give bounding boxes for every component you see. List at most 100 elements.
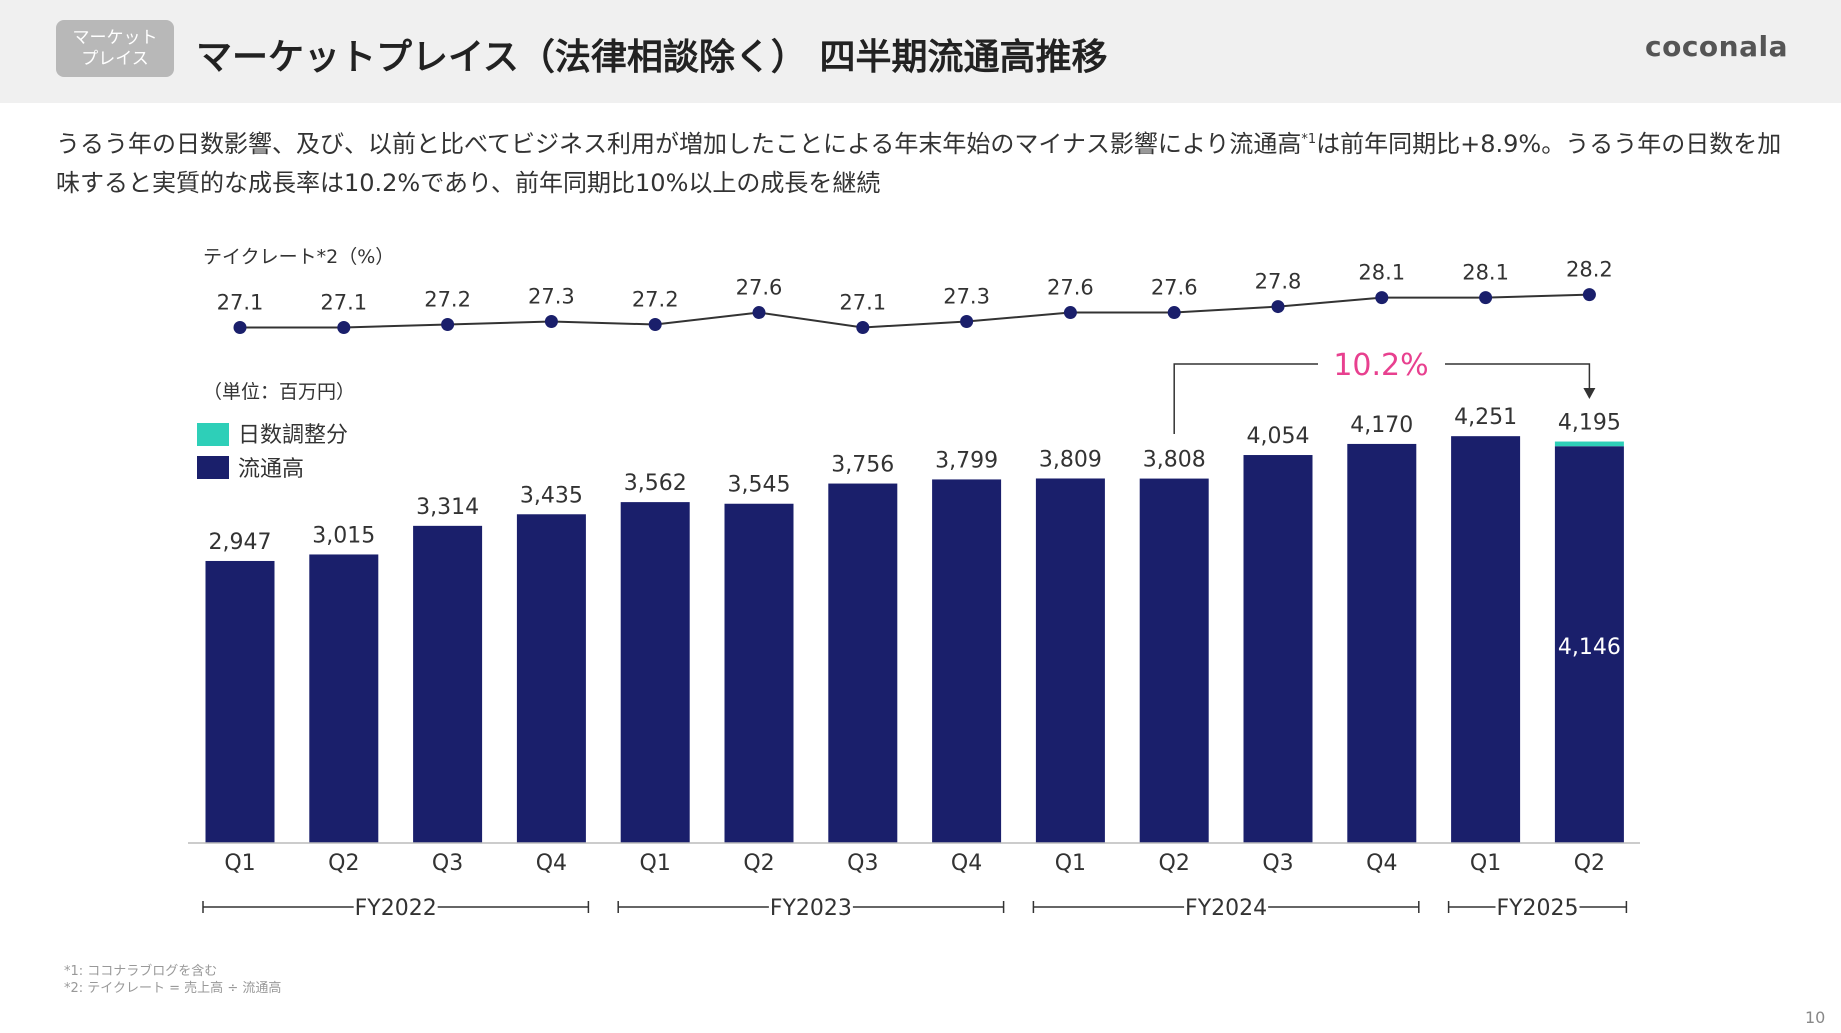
bar-value-label: 4,251 — [1454, 405, 1517, 430]
bar-gmv — [724, 503, 794, 843]
bar-value-label: 3,756 — [831, 453, 894, 478]
fy-label: FY2023 — [770, 896, 852, 921]
take-rate-label: 27.6 — [736, 276, 783, 300]
x-tick-label: Q1 — [1055, 851, 1086, 876]
legend-label-adjustment: 日数調整分 — [238, 423, 348, 448]
x-tick-label: Q1 — [224, 851, 255, 876]
take-rate-point — [1063, 306, 1077, 320]
x-tick-label: Q4 — [536, 851, 567, 876]
take-rate-label: 27.2 — [632, 288, 679, 312]
take-rate-point — [1582, 288, 1596, 302]
lead-text-part1: うるう年の日数影響、及び、以前と比べてビジネス利用が増加したことによる年末年始の… — [56, 130, 1302, 158]
take-rate-label: 27.1 — [320, 291, 367, 315]
footnotes: *1: ココナラブログを含む *2: テイクレート = 売上高 ÷ 流通高 — [64, 963, 281, 997]
bar-adjustment — [1554, 441, 1624, 447]
coconala-logo: coconala — [1645, 30, 1788, 63]
x-tick-label: Q3 — [1262, 851, 1293, 876]
bar-gmv — [309, 554, 379, 843]
x-tick-label: Q2 — [328, 851, 359, 876]
take-rate-point — [1479, 291, 1493, 305]
bar-value-label: 3,545 — [728, 473, 791, 498]
lead-text: うるう年の日数影響、及び、以前と比べてビジネス利用が増加したことによる年末年始の… — [56, 120, 1786, 203]
page-number: 10 — [1805, 1008, 1826, 1027]
x-tick-label: Q4 — [951, 851, 982, 876]
bar-gmv — [932, 479, 1002, 843]
take-rate-title: テイクレート*2（%） — [203, 246, 394, 268]
bar-gmv — [1347, 443, 1417, 843]
bar-gmv — [1139, 478, 1209, 843]
take-rate-point — [544, 315, 558, 329]
take-rate-point — [960, 315, 974, 329]
bar-value-label: 3,435 — [520, 483, 583, 508]
x-tick-label: Q1 — [640, 851, 671, 876]
bar-gmv — [620, 502, 690, 843]
growth-annotation-label: 10.2% — [1333, 348, 1428, 383]
bar-gmv — [516, 514, 586, 843]
take-rate-label: 27.2 — [424, 288, 471, 312]
take-rate-label: 28.1 — [1358, 261, 1405, 285]
take-rate-point — [1271, 300, 1285, 314]
bar-value-label: 3,799 — [935, 448, 998, 473]
take-rate-label: 28.1 — [1462, 261, 1509, 285]
bar-gmv — [413, 525, 483, 843]
x-tick-label: Q3 — [432, 851, 463, 876]
annotation-bracket-left — [1173, 363, 1318, 434]
take-rate-label: 27.8 — [1255, 270, 1302, 294]
footnote-1: *1: ココナラブログを含む — [64, 964, 218, 979]
lead-text-part2: は前年同期比+8.9%。うるう年の日数を加味すると実質的な成長率は10.2%であ… — [56, 130, 1782, 197]
x-tick-label: Q4 — [1366, 851, 1397, 876]
bar-value-label: 3,314 — [416, 495, 479, 520]
bar-value-label: 4,195 — [1558, 411, 1621, 436]
bar-gmv — [1243, 455, 1313, 843]
fy-label: FY2022 — [355, 896, 437, 921]
fy-label: FY2025 — [1496, 896, 1578, 921]
x-tick-label: Q2 — [1159, 851, 1190, 876]
bar-gmv — [1035, 478, 1105, 843]
bar-value-label: 2,947 — [209, 530, 272, 555]
take-rate-label: 27.3 — [943, 285, 990, 309]
x-tick-label: Q1 — [1470, 851, 1501, 876]
take-rate-label: 27.3 — [528, 285, 575, 309]
legend-label-gmv: 流通高 — [238, 457, 304, 482]
take-rate-label: 27.1 — [839, 291, 886, 315]
take-rate-point — [1167, 306, 1181, 320]
bar-gmv — [828, 483, 898, 843]
take-rate-point — [752, 306, 766, 320]
take-rate-point — [441, 318, 455, 332]
x-tick-label: Q2 — [743, 851, 774, 876]
bar-value-label: 3,015 — [312, 523, 375, 548]
take-rate-label: 27.6 — [1047, 276, 1094, 300]
fy-label: FY2024 — [1185, 896, 1267, 921]
bar-value-label: 4,054 — [1247, 424, 1310, 449]
legend-swatch-gmv — [197, 456, 229, 479]
take-rate-line — [240, 293, 1590, 329]
unit-label: （単位：百万円） — [203, 381, 355, 403]
annotation-bracket-right — [1445, 363, 1591, 390]
bar-inner-label: 4,146 — [1558, 635, 1621, 660]
take-rate-point — [337, 321, 351, 334]
bar-gmv — [1451, 436, 1521, 843]
take-rate-point — [1375, 291, 1389, 305]
bar-gmv — [205, 560, 275, 843]
page-title: マーケットプレイス（法律相談除く） 四半期流通高推移 — [196, 37, 1108, 78]
x-tick-label: Q3 — [847, 851, 878, 876]
take-rate-point — [648, 318, 662, 332]
take-rate-label: 28.2 — [1566, 258, 1613, 282]
bar-value-label: 3,808 — [1143, 448, 1206, 473]
take-rate-label: 27.6 — [1151, 276, 1198, 300]
bar-value-label: 3,809 — [1039, 447, 1102, 472]
x-tick-label: Q2 — [1574, 851, 1605, 876]
annotation-arrowhead — [1583, 388, 1596, 399]
take-rate-label: 27.1 — [217, 291, 264, 315]
take-rate-point — [233, 321, 247, 334]
lead-footnote-ref: *1 — [1301, 132, 1317, 147]
bar-gmv — [1554, 446, 1624, 843]
header-bar: マーケット プレイス マーケットプレイス（法律相談除く） 四半期流通高推移 co… — [0, 0, 1841, 103]
bar-value-label: 4,170 — [1350, 413, 1413, 438]
take-rate-point — [856, 321, 870, 334]
bar-value-label: 3,562 — [624, 471, 687, 496]
section-badge: マーケット プレイス — [56, 20, 174, 77]
footnote-2: *2: テイクレート = 売上高 ÷ 流通高 — [64, 981, 282, 996]
legend-swatch-adjustment — [197, 423, 229, 446]
